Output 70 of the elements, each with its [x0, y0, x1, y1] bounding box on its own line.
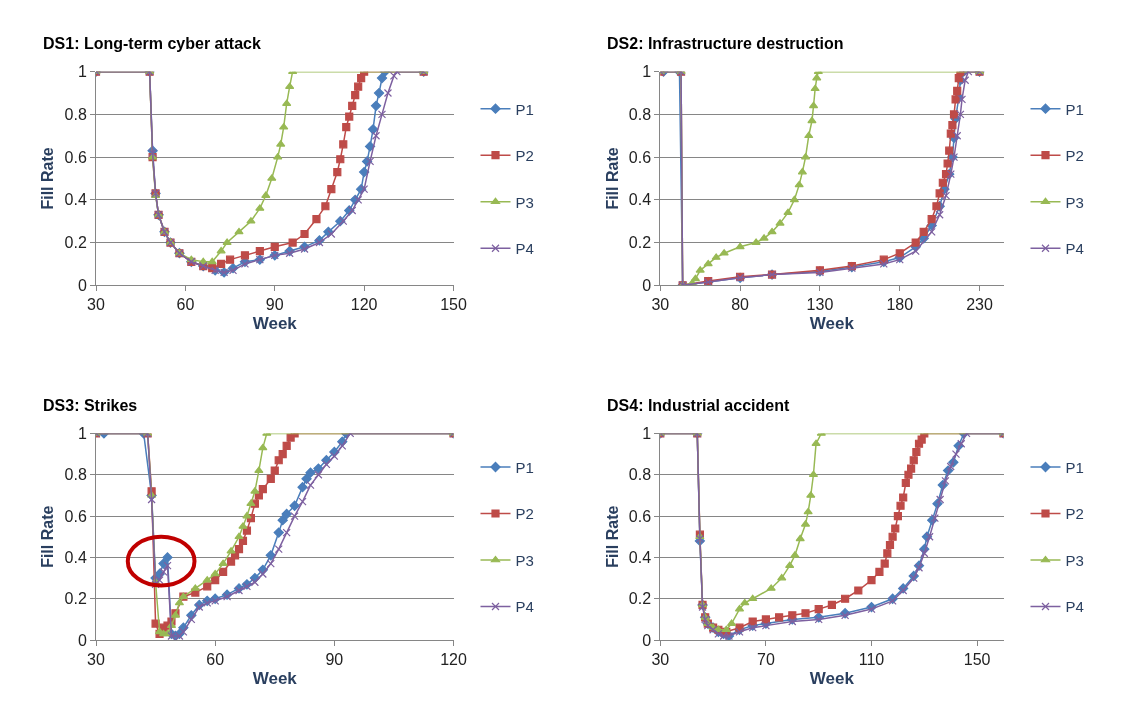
legend-label: P1	[515, 458, 534, 476]
x-tick-label: 90	[325, 651, 344, 669]
x-tick-label: 130	[806, 296, 834, 314]
x-axis-title: Week	[809, 313, 855, 333]
y-tick-label: 0.6	[628, 148, 652, 166]
y-axis-title: Fill Rate	[39, 147, 57, 210]
chart-title: DS2: Infrastructure destruction	[607, 35, 844, 52]
chart-title: DS4: Industrial accident	[607, 397, 790, 414]
legend-label: P3	[515, 193, 534, 211]
x-tick-label: 60	[176, 296, 195, 314]
y-tick-label: 0	[642, 276, 652, 294]
y-axis-title: Fill Rate	[603, 147, 621, 210]
y-tick-label: 0.8	[64, 466, 87, 484]
x-tick-label: 120	[440, 651, 467, 669]
chart-title: DS1: Long-term cyber attack	[43, 35, 261, 52]
x-axis-title: Week	[252, 313, 298, 333]
y-tick-label: 0.2	[64, 590, 87, 608]
x-tick-label: 30	[87, 296, 105, 314]
x-tick-label: 90	[265, 296, 284, 314]
y-tick-label: 0	[77, 276, 87, 294]
legend-label: P3	[1065, 193, 1084, 211]
x-axis-title: Week	[252, 668, 298, 688]
y-tick-label: 0.4	[64, 549, 87, 567]
y-tick-label: 0.8	[628, 105, 652, 123]
legend-label: P4	[1065, 240, 1084, 258]
legend-label: P3	[515, 551, 534, 569]
legend-label: P1	[515, 100, 534, 118]
legend-label: P2	[515, 505, 534, 523]
y-tick-label: 0.4	[628, 549, 652, 567]
x-tick-label: 70	[757, 651, 775, 669]
x-tick-label: 60	[206, 651, 225, 669]
legend-label: P1	[1065, 100, 1084, 118]
y-tick-label: 0.6	[64, 507, 87, 525]
y-tick-label: 1	[642, 425, 652, 442]
y-tick-label: 0.8	[628, 466, 652, 484]
legend-label: P4	[515, 598, 534, 616]
x-tick-label: 120	[350, 296, 378, 314]
x-tick-label: 230	[966, 296, 994, 314]
x-tick-label: 30	[651, 296, 670, 314]
y-tick-label: 1	[77, 63, 87, 81]
x-tick-label: 30	[651, 651, 670, 669]
legend-label: P2	[515, 147, 534, 165]
chart-title: DS3: Strikes	[43, 397, 138, 414]
y-tick-label: 0.6	[628, 507, 652, 525]
x-tick-label: 80	[731, 296, 750, 314]
legend-label: P3	[1065, 551, 1084, 569]
y-tick-label: 1	[642, 63, 652, 81]
x-tick-label: 30	[87, 651, 105, 669]
y-tick-label: 1	[77, 425, 87, 442]
x-axis-title: Week	[809, 668, 855, 688]
legend-label: P2	[1065, 147, 1084, 165]
x-tick-label: 150	[440, 296, 467, 314]
y-tick-label: 0.4	[628, 191, 652, 209]
y-tick-label: 0.2	[64, 234, 87, 252]
legend-label: P4	[1065, 598, 1084, 616]
y-axis-title: Fill Rate	[39, 505, 57, 568]
x-tick-label: 110	[858, 651, 885, 669]
legend-label: P2	[1065, 505, 1084, 523]
y-tick-label: 0	[642, 631, 652, 649]
legend-label: P1	[1065, 458, 1084, 476]
y-tick-label: 0.6	[64, 148, 87, 166]
y-tick-label: 0	[77, 631, 87, 649]
y-axis-title: Fill Rate	[603, 505, 621, 568]
y-tick-label: 0.2	[628, 234, 652, 252]
x-tick-label: 150	[963, 651, 991, 669]
x-tick-label: 180	[886, 296, 914, 314]
y-tick-label: 0.2	[628, 590, 652, 608]
y-tick-label: 0.8	[64, 105, 87, 123]
y-tick-label: 0.4	[64, 191, 87, 209]
legend-label: P4	[515, 240, 534, 258]
